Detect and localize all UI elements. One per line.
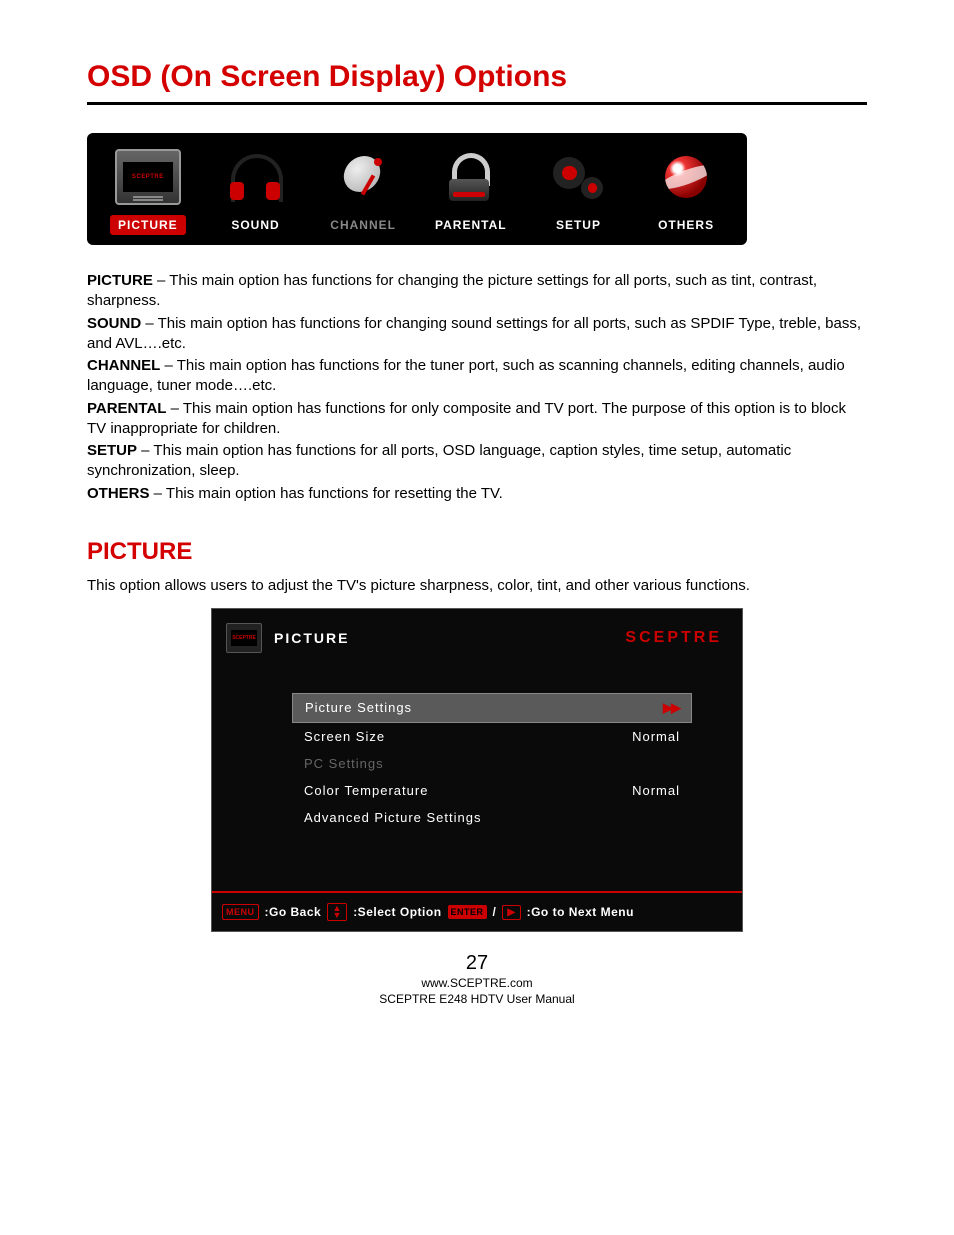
desc-text: – This main option has functions for onl… (87, 400, 846, 437)
menu-key-icon: MENU (222, 904, 259, 920)
tv-icon: SCEPTRE (115, 147, 181, 207)
brand-logo: SCEPTRE (625, 629, 722, 647)
picture-menu-list: Picture Settings ▶▶ Screen Size Normal P… (212, 663, 742, 891)
footer-manual: SCEPTRE E248 HDTV User Manual (87, 992, 867, 1008)
descriptions: PICTURE – This main option has functions… (87, 271, 867, 504)
picture-menu-header: SCEPTRE PICTURE SCEPTRE (212, 609, 742, 663)
footer-select: :Select Option (353, 905, 441, 919)
tab-picture[interactable]: SCEPTRE PICTURE (103, 147, 193, 235)
menu-row-label: Color Temperature (304, 783, 428, 798)
picture-menu-footer: MENU :Go Back ▲▼ :Select Option ENTER/▶ … (212, 891, 742, 931)
tab-setup[interactable]: SETUP (533, 147, 623, 235)
picture-menu-title: PICTURE (274, 630, 349, 646)
footer-url: www.SCEPTRE.com (87, 976, 867, 992)
page-number: 27 (87, 950, 867, 976)
updown-key-icon: ▲▼ (327, 903, 347, 921)
desc-text: – This main option has functions for all… (87, 442, 791, 479)
page-footer: 27 www.SCEPTRE.com SCEPTRE E248 HDTV Use… (87, 950, 867, 1007)
menu-row-screen-size[interactable]: Screen Size Normal (292, 723, 692, 750)
sphere-icon (665, 147, 707, 207)
menu-row-label: Picture Settings (305, 700, 412, 716)
desc-text: – This main option has functions for the… (87, 357, 845, 394)
tab-label: PARENTAL (427, 215, 515, 235)
desc-text: – This main option has functions for cha… (87, 272, 817, 309)
tab-label: CHANNEL (322, 215, 404, 235)
menu-row-color-temp[interactable]: Color Temperature Normal (292, 777, 692, 804)
menu-row-advanced[interactable]: Advanced Picture Settings (292, 804, 692, 831)
headphones-icon (230, 147, 280, 207)
menu-row-label: Advanced Picture Settings (304, 810, 481, 825)
tab-label: SETUP (548, 215, 609, 235)
tab-label: SOUND (223, 215, 287, 235)
osd-tab-bar: SCEPTRE PICTURE SOUND CHANNEL PARENTAL (87, 133, 747, 245)
desc-text: – This main option has functions for res… (150, 485, 503, 502)
tab-channel[interactable]: CHANNEL (318, 147, 408, 235)
footer-next: :Go to Next Menu (527, 905, 634, 919)
menu-row-value: Normal (632, 783, 680, 798)
tv-icon: SCEPTRE (226, 623, 262, 653)
menu-row-value: Normal (632, 729, 680, 744)
desc-term: PARENTAL (87, 400, 166, 417)
section-heading: PICTURE (87, 538, 867, 566)
footer-go-back: :Go Back (265, 905, 322, 919)
desc-term: CHANNEL (87, 357, 160, 374)
tab-sound[interactable]: SOUND (210, 147, 300, 235)
desc-term: SOUND (87, 315, 141, 332)
menu-row-picture-settings[interactable]: Picture Settings ▶▶ (292, 693, 692, 723)
enter-key-icon: ENTER (448, 905, 487, 919)
desc-text: – This main option has functions for cha… (87, 315, 861, 352)
play-key-icon: ▶ (502, 905, 520, 920)
desc-term: SETUP (87, 442, 137, 459)
menu-row-label: Screen Size (304, 729, 385, 744)
desc-term: OTHERS (87, 485, 150, 502)
picture-menu-screenshot: SCEPTRE PICTURE SCEPTRE Picture Settings… (211, 608, 743, 932)
menu-row-label: PC Settings (304, 756, 384, 771)
tab-label: PICTURE (110, 215, 186, 235)
tab-parental[interactable]: PARENTAL (426, 147, 516, 235)
desc-term: PICTURE (87, 272, 153, 289)
lock-icon (449, 147, 493, 207)
page-title: OSD (On Screen Display) Options (87, 60, 867, 94)
section-intro: This option allows users to adjust the T… (87, 576, 867, 596)
tab-label: OTHERS (650, 215, 722, 235)
arrow-icon: ▶▶ (663, 700, 679, 716)
menu-row-pc-settings: PC Settings (292, 750, 692, 777)
title-rule (87, 102, 867, 105)
gear-icon (551, 147, 605, 207)
tab-others[interactable]: OTHERS (641, 147, 731, 235)
satellite-icon (338, 147, 388, 207)
